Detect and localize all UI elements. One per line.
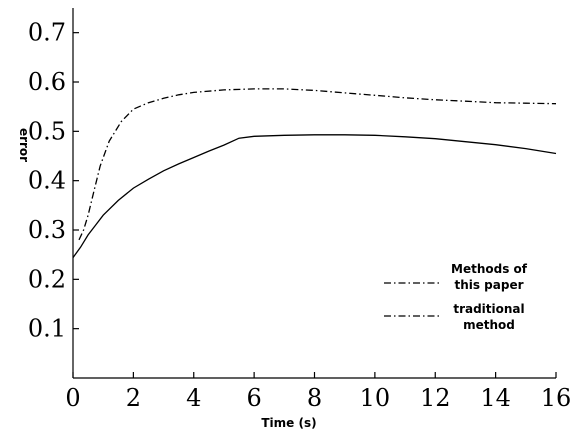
y-tick-label: 0.5 [28, 117, 66, 145]
y-axis-label: error [17, 128, 31, 162]
x-axis-label: Time (s) [261, 416, 316, 430]
x-axis-ticks: 0 2 4 6 8 10 12 14 16 [65, 372, 571, 412]
y-tick-label: 0.1 [28, 315, 66, 343]
x-tick-label: 16 [541, 384, 572, 412]
y-tick-label: 0.4 [28, 167, 66, 195]
y-axis-ticks: 0.1 0.2 0.3 0.4 0.5 0.6 0.7 [28, 19, 79, 343]
x-tick-label: 6 [246, 384, 261, 412]
x-tick-label: 4 [186, 384, 201, 412]
x-tick-label: 14 [480, 384, 511, 412]
legend-label-traditional-line1: traditional [453, 302, 524, 316]
y-tick-label: 0.3 [28, 216, 66, 244]
legend: Methods of this paper traditional method [384, 262, 528, 332]
y-tick-label: 0.2 [28, 265, 66, 293]
x-tick-label: 8 [307, 384, 322, 412]
series-line-traditional-method [72, 134, 557, 258]
x-tick-label: 2 [126, 384, 141, 412]
y-tick-label: 0.7 [28, 19, 66, 47]
legend-label-traditional-line2: method [463, 318, 515, 332]
legend-label-methods-line2: this paper [454, 278, 523, 292]
series-line-methods-of-this-paper [78, 88, 557, 241]
x-tick-label: 0 [65, 384, 80, 412]
y-tick-label: 0.6 [28, 68, 66, 96]
x-tick-label: 10 [360, 384, 391, 412]
legend-label-methods-line1: Methods of [451, 262, 528, 276]
series-lines [72, 88, 557, 258]
x-tick-label: 12 [420, 384, 451, 412]
